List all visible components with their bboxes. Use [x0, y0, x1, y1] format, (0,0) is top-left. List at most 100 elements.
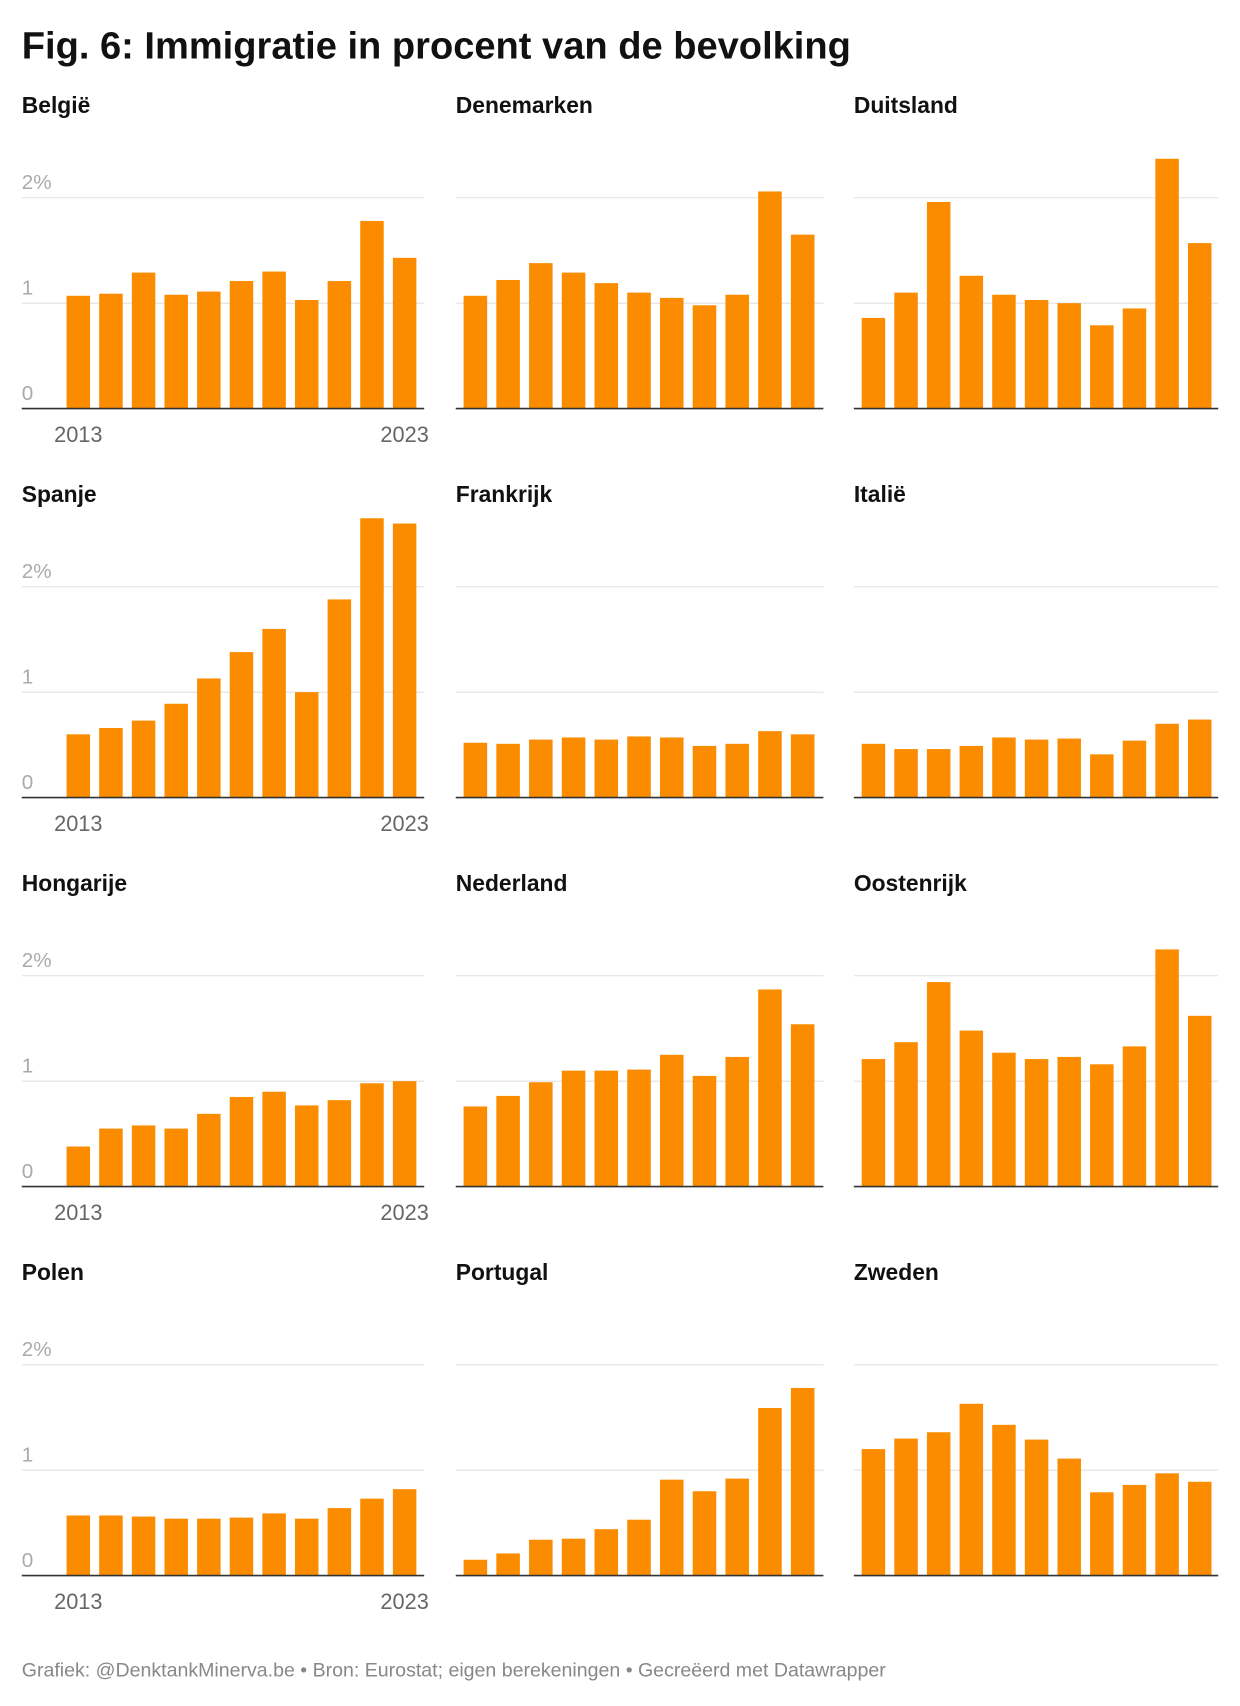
bar — [131, 272, 156, 409]
small-multiple: Portugal — [455, 1259, 824, 1577]
bar — [926, 749, 951, 798]
bar — [99, 293, 123, 409]
y-tick-label: 2% — [22, 1338, 52, 1361]
small-multiple: Polen 0 1 2% 2013 2023 — [22, 1259, 429, 1614]
y-tick-label: 0 — [22, 1160, 33, 1183]
bar — [463, 1106, 488, 1187]
bar — [1122, 1484, 1147, 1576]
bar — [758, 731, 782, 798]
bar — [392, 1489, 417, 1576]
bar — [164, 294, 188, 409]
x-tick-label: 2023 — [380, 422, 428, 447]
y-tick-label: 1 — [22, 1054, 33, 1077]
bar — [463, 1559, 488, 1576]
x-tick-label: 2013 — [54, 1200, 102, 1225]
small-multiple: België 0 1 2% 2013 2023 — [22, 92, 429, 447]
bar — [327, 599, 352, 798]
bar — [327, 1508, 352, 1576]
bar — [758, 989, 782, 1187]
bar — [725, 743, 749, 798]
bar — [959, 1403, 984, 1576]
chart-title: Polen — [22, 1259, 84, 1285]
bar — [66, 1146, 91, 1187]
bar — [197, 1113, 221, 1187]
bar — [725, 294, 749, 409]
bar — [1187, 1015, 1212, 1187]
bar — [692, 745, 717, 798]
bar — [294, 692, 319, 798]
bar — [894, 1438, 918, 1576]
bar — [463, 295, 488, 409]
footer: Grafiek: @DenktankMinerva.be • Bron: Eur… — [22, 1660, 887, 1682]
bar — [529, 739, 553, 798]
bar — [1090, 1064, 1114, 1187]
bar — [790, 234, 815, 409]
bar — [1057, 303, 1081, 409]
bar — [627, 1519, 651, 1576]
chart-title: Denemarken — [456, 92, 593, 118]
bar — [1155, 1473, 1179, 1576]
bar — [262, 628, 286, 798]
small-multiple: Duitsland — [854, 92, 1219, 410]
bar — [1155, 949, 1179, 1187]
bar — [861, 317, 886, 409]
y-tick-label: 2% — [22, 949, 52, 972]
bar — [659, 297, 684, 409]
bar — [861, 1059, 886, 1187]
x-tick-label: 2023 — [380, 1200, 428, 1225]
bar — [360, 220, 384, 409]
bar — [861, 1449, 886, 1576]
bar — [463, 742, 488, 798]
bar — [758, 191, 782, 409]
chart-title: Zweden — [854, 1259, 939, 1285]
bar — [1057, 1056, 1081, 1187]
chart-title: Oostenrijk — [854, 870, 967, 896]
y-tick-label: 2% — [22, 171, 52, 194]
bar — [294, 1105, 319, 1187]
bar — [496, 279, 520, 409]
chart-title: Duitsland — [854, 92, 958, 118]
chart-title: Portugal — [456, 1259, 549, 1285]
bar — [1090, 754, 1114, 798]
bar — [692, 1491, 717, 1576]
bar — [926, 982, 951, 1187]
bar — [692, 1075, 717, 1187]
bar — [561, 1538, 586, 1576]
bar — [392, 1081, 417, 1187]
bar — [529, 1539, 553, 1576]
bar — [959, 1030, 984, 1187]
bar — [327, 281, 352, 409]
bar — [1024, 1059, 1049, 1187]
small-multiple: Spanje 0 1 2% 2013 2023 — [22, 481, 429, 836]
bar — [1057, 738, 1081, 798]
bar — [164, 1128, 188, 1187]
chart-title: België — [22, 92, 91, 118]
bar — [197, 291, 221, 409]
bar — [1024, 299, 1049, 409]
bar — [131, 1125, 156, 1187]
y-tick-label: 1 — [22, 665, 33, 688]
x-tick-label: 2013 — [54, 422, 102, 447]
bar — [894, 292, 918, 409]
bar — [561, 272, 586, 409]
bar — [1090, 325, 1114, 409]
bar — [627, 736, 651, 798]
bar — [561, 1070, 586, 1187]
bar — [627, 292, 651, 409]
y-tick-label: 2% — [22, 560, 52, 583]
small-multiple: Oostenrijk — [854, 870, 1219, 1188]
small-multiple: Nederland — [455, 870, 824, 1188]
bar — [1155, 158, 1179, 409]
bar — [164, 1518, 188, 1576]
bar — [229, 652, 254, 798]
small-multiple: Zweden — [854, 1259, 1219, 1577]
bar — [262, 271, 286, 409]
bar — [790, 734, 815, 798]
y-tick-label: 1 — [22, 276, 33, 299]
figure-title: Fig. 6: Immigratie in procent van de bev… — [22, 26, 851, 68]
bar — [561, 737, 586, 798]
bar — [1187, 1481, 1212, 1576]
bar — [594, 739, 619, 798]
bar — [99, 728, 123, 798]
bar — [790, 1387, 815, 1576]
